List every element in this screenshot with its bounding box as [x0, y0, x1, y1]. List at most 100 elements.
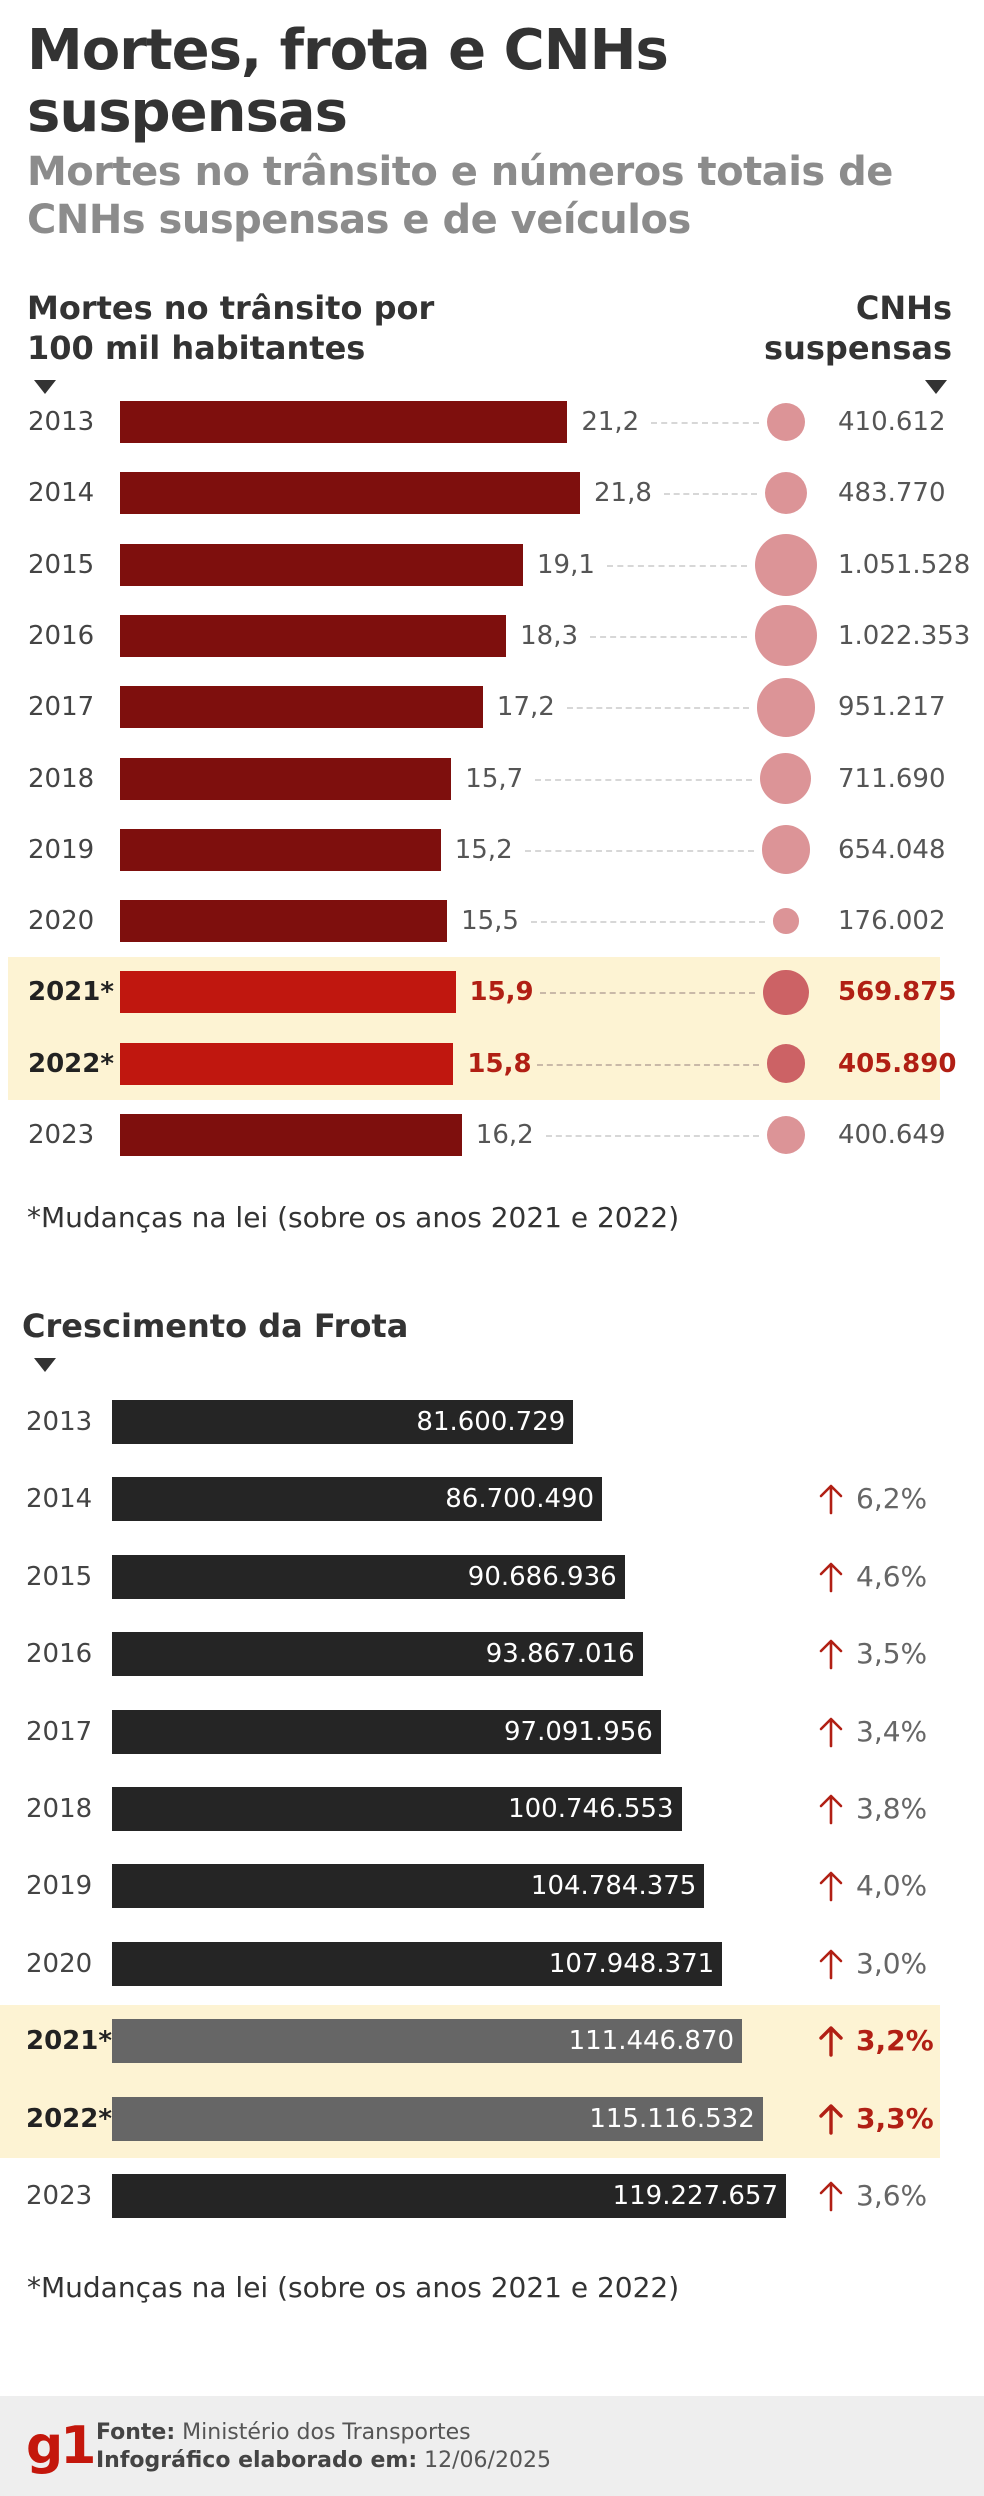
year-label: 2021*: [26, 2026, 112, 2057]
fleet-value-label: 107.948.371: [548, 1948, 715, 1979]
fleet-bar: [112, 1477, 603, 1522]
cnh-bubble: [764, 472, 808, 515]
guide-line: [664, 493, 757, 496]
year-label: 2022*: [26, 2103, 112, 2134]
death-value-label: 15,2: [454, 834, 513, 865]
guide-line: [607, 564, 747, 567]
arrow-up-icon: [819, 1949, 843, 1980]
chart1-note: *Mudanças na lei (sobre os anos 2021 e 2…: [27, 1201, 680, 1234]
year-label: 2017: [26, 1716, 93, 1747]
death-bar: [120, 686, 483, 729]
guide-line: [524, 849, 754, 852]
guide-line: [531, 921, 766, 924]
fleet-bar: [112, 2174, 786, 2218]
g1-logo: g1: [26, 2416, 96, 2476]
cnh-triangle-icon: [925, 380, 947, 394]
year-label: 2023: [28, 1120, 95, 1150]
fleet-bar: [112, 1941, 723, 1986]
year-label: 2019: [28, 834, 95, 865]
death-bar: [120, 614, 507, 657]
year-label: 2015: [26, 1561, 93, 1592]
cnh-value-label: 1.022.353: [838, 620, 971, 651]
deaths-triangle-icon: [34, 380, 56, 394]
cnh-bubble: [755, 533, 817, 596]
fleet-triangle-icon: [34, 1358, 56, 1372]
death-bar: [120, 757, 452, 800]
cnh-value-label: 1.051.528: [838, 549, 971, 580]
cnh-value-label: 654.048: [838, 834, 946, 865]
cnh-value-label: 951.217: [838, 692, 946, 723]
growth-label: 4,6%: [856, 1559, 928, 1593]
fleet-value-label: 115.116.532: [589, 2103, 755, 2134]
source-line: Fonte: Ministério dos Transportes: [96, 2420, 471, 2446]
death-value-label: 18,3: [520, 620, 579, 651]
year-label: 2023: [26, 2181, 93, 2211]
death-value-label: 21,2: [581, 407, 640, 437]
death-bar: [120, 1114, 462, 1156]
death-value-label: 19,1: [537, 549, 595, 580]
cnh-bubble: [755, 605, 817, 667]
death-bar: [120, 543, 524, 586]
cnh-bubble: [763, 969, 809, 1016]
fleet-bar: [112, 1400, 574, 1444]
year-label: 2017: [28, 692, 95, 723]
guide-line: [535, 778, 753, 781]
page-title: Mortes, frota e CNHs suspensas: [27, 18, 669, 145]
source-label: Fonte:: [96, 2420, 176, 2445]
year-label: 2014: [28, 478, 95, 509]
death-value-label: 15,9: [469, 977, 534, 1008]
arrow-up-icon: [819, 1717, 843, 1747]
cnh-column-heading: CNHs suspensas: [764, 289, 952, 367]
arrow-up-icon: [819, 1485, 843, 1515]
arrow-up-icon: [819, 1794, 843, 1825]
fleet-value-label: 97.091.956: [503, 1716, 653, 1747]
death-value-label: 15,8: [467, 1048, 532, 1079]
cnh-value-label: 176.002: [838, 906, 946, 937]
cnh-value-label: 711.690: [838, 763, 946, 794]
fleet-value-label: 104.784.375: [530, 1871, 697, 1902]
arrow-up-icon: [819, 1639, 843, 1670]
death-value-label: 17,2: [496, 692, 555, 723]
cnh-bubble: [756, 677, 816, 737]
fleet-value-label: 81.600.729: [416, 1407, 566, 1437]
arrow-up-icon: [819, 1562, 843, 1593]
death-bar: [120, 900, 448, 943]
year-label: 2016: [26, 1639, 93, 1670]
guide-line: [537, 1063, 759, 1066]
fleet-bar: [112, 1554, 625, 1599]
growth-label: 3,3%: [856, 2101, 934, 2135]
cnh-bubble: [761, 825, 811, 875]
deaths-column-heading: Mortes no trânsito por 100 mil habitante…: [27, 289, 435, 367]
guide-line: [590, 635, 748, 638]
guide-line: [539, 992, 756, 995]
fleet-value-label: 90.686.936: [467, 1561, 617, 1592]
footer: g1 Fonte: Ministério dos Transportes Inf…: [0, 2396, 984, 2496]
growth-label: 4,0%: [856, 1869, 928, 1903]
cnh-bubble: [766, 1044, 806, 1083]
fleet-bar: [112, 1709, 661, 1754]
year-label: 2013: [28, 407, 95, 437]
guide-line: [566, 707, 749, 710]
fleet-value-label: 100.746.553: [508, 1794, 674, 1824]
death-bar: [120, 971, 456, 1014]
arrow-up-icon: [819, 2026, 843, 2057]
death-value-label: 15,5: [461, 906, 519, 937]
death-bar: [120, 401, 568, 443]
fleet-bar: [112, 1787, 682, 1831]
cnh-bubble: [766, 1115, 806, 1155]
cnh-value-label: 400.649: [838, 1120, 946, 1150]
death-bar: [120, 472, 580, 515]
guide-line: [651, 422, 759, 424]
fleet-value-label: 93.867.016: [485, 1639, 635, 1670]
death-bar: [120, 828, 441, 871]
cnh-bubble: [766, 402, 806, 442]
death-bar: [120, 1042, 454, 1085]
cnh-bubble: [773, 908, 799, 934]
growth-label: 6,2%: [856, 1482, 928, 1516]
cnh-value-label: 405.890: [838, 1048, 957, 1079]
fleet-value-label: 111.446.870: [568, 2026, 734, 2057]
year-label: 2018: [28, 763, 95, 794]
year-label: 2020: [26, 1948, 93, 1979]
guide-line: [545, 1135, 759, 1137]
arrow-up-icon: [819, 2103, 843, 2135]
